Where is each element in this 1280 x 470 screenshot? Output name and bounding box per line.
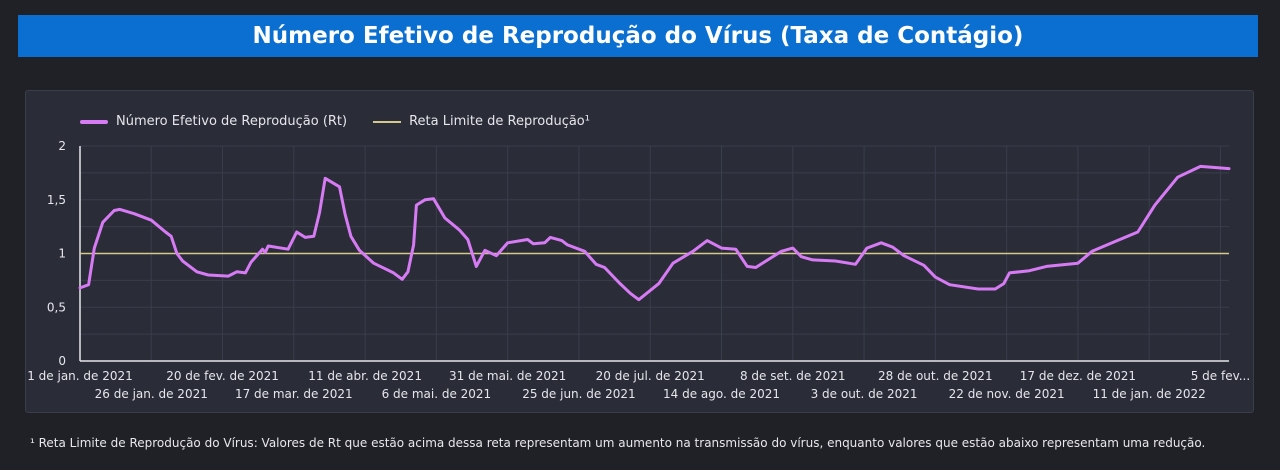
footnote: ¹ Reta Limite de Reprodução do Vírus: Va…	[30, 436, 1206, 450]
legend-swatch-threshold	[373, 120, 402, 123]
x-tick-label: 26 de jan. de 2021	[95, 387, 208, 401]
x-tick-label: 17 de dez. de 2021	[1020, 369, 1136, 383]
x-tick-label: 20 de fev. de 2021	[166, 369, 279, 383]
legend-swatch-rt	[80, 119, 108, 124]
x-tick-label: 11 de abr. de 2021	[308, 369, 422, 383]
legend-item-rt[interactable]: Número Efetivo de Reprodução (Rt)	[80, 114, 347, 129]
x-tick-label: 20 de jul. de 2021	[596, 369, 705, 383]
legend-item-threshold[interactable]: Reta Limite de Reprodução¹	[373, 114, 590, 129]
x-tick-label: 11 de jan. de 2022	[1093, 387, 1206, 401]
page-title: Número Efetivo de Reprodução do Vírus (T…	[18, 15, 1258, 57]
rt-series-points	[79, 166, 1230, 300]
y-tick-label: 1	[58, 247, 66, 261]
x-tick-label: 25 de jun. de 2021	[522, 387, 635, 401]
y-tick-label: 0,5	[47, 300, 66, 314]
x-tick-label: 1 de jan. de 2021	[27, 369, 133, 383]
x-tick-label: 14 de ago. de 2021	[663, 387, 780, 401]
x-tick-label: 31 de mai. de 2021	[449, 369, 566, 383]
chart-legend: Número Efetivo de Reprodução (Rt) Reta L…	[80, 114, 616, 129]
y-axis-ticks: 0 0,5 1 1,5 2	[47, 139, 66, 368]
y-tick-label: 1,5	[47, 193, 66, 207]
legend-label-threshold: Reta Limite de Reprodução¹	[409, 114, 590, 129]
y-tick-label: 2	[58, 139, 66, 153]
x-tick-label: 8 de set. de 2021	[740, 369, 846, 383]
legend-label-rt: Número Efetivo de Reprodução (Rt)	[116, 114, 348, 129]
chart-panel	[25, 90, 1254, 413]
x-tick-label: 3 de out. de 2021	[811, 387, 918, 401]
x-tick-label: 5 de fev...	[1191, 369, 1250, 383]
x-tick-label: 6 de mai. de 2021	[382, 387, 492, 401]
x-axis-ticks: 1 de jan. de 2021 26 de jan. de 2021 20 de…	[27, 369, 1250, 401]
x-tick-label: 22 de nov. de 2021	[949, 387, 1065, 401]
rt-series-line	[78, 164, 1231, 302]
x-tick-label: 28 de out. de 2021	[878, 369, 993, 383]
x-tick-label: 17 de mar. de 2021	[235, 387, 353, 401]
y-tick-label: 0	[58, 354, 66, 368]
